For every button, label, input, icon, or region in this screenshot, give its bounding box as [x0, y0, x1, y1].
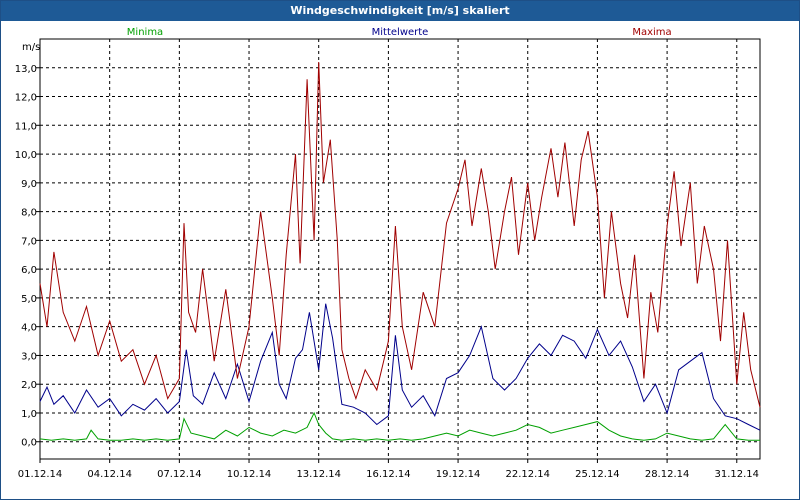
x-axis: 01.12.14 04.12.14 07.12.14 10.12.14 13.12.14…: [18, 459, 759, 480]
y-tick-label: 12,0: [15, 93, 37, 104]
y-axis-unit: m/s: [22, 42, 40, 53]
x-tick-label: 25.12.14: [575, 469, 620, 480]
y-tick-label: 4,0: [21, 323, 37, 334]
x-tick-label: 07.12.14: [157, 469, 202, 480]
x-tick-label: 22.12.14: [505, 469, 550, 480]
chart-title: Windgeschwindigkeit [m/s] skaliert: [1, 1, 799, 21]
y-tick-label: 5,0: [21, 294, 37, 305]
series-line-minima: [39, 411, 760, 441]
x-tick-label: 01.12.14: [18, 469, 63, 480]
x-tick-label: 04.12.14: [87, 469, 132, 480]
x-tick-label: 28.12.14: [645, 469, 690, 480]
y-tick-label: 3,0: [21, 351, 37, 362]
y-tick-label: 2,0: [21, 380, 37, 391]
y-tick-label: 9,0: [21, 179, 37, 190]
x-tick-label: 13.12.14: [296, 469, 341, 480]
y-tick-label: 7,0: [21, 236, 37, 247]
series-line-mittelwerte: [39, 303, 761, 431]
y-tick-label: 1,0: [21, 409, 37, 420]
legend-minima: Minima: [127, 27, 163, 38]
x-tick-label: 16.12.14: [366, 469, 411, 480]
y-tick-label: 11,0: [15, 121, 37, 132]
x-tick-label: 10.12.14: [227, 469, 272, 480]
legend-maxima: Maxima: [632, 27, 671, 38]
y-tick-label: 10,0: [15, 150, 37, 161]
y-tick-label: 13,0: [15, 64, 37, 75]
y-axis: 0,0 1,0 2,0 3,0 4,0 5,0 6,0 7,0 8,0 9,0 10,0 11,0 12…: [15, 64, 40, 449]
series-line-maxima: [39, 61, 761, 408]
legend-mittelwerte: Mittelwerte: [372, 27, 429, 38]
y-tick-label: 0,0: [21, 438, 37, 449]
y-tick-label: 6,0: [21, 265, 37, 276]
x-tick-label: 19.12.14: [436, 469, 481, 480]
plot-area: [39, 38, 761, 460]
series-lines: [39, 61, 761, 441]
x-tick-label: 31.12.14: [715, 469, 760, 480]
y-tick-label: 8,0: [21, 208, 37, 219]
legend: Minima Mittelwerte Maxima: [127, 27, 672, 38]
